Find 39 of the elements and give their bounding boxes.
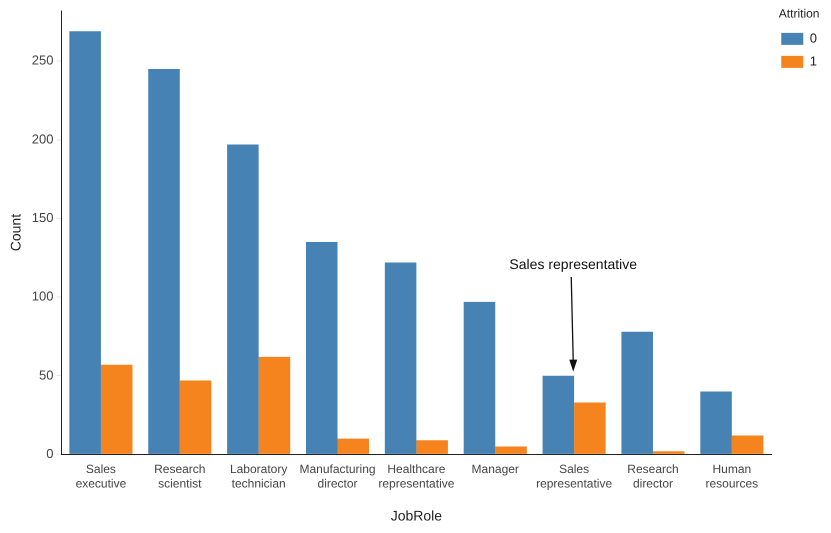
y-tick-label: 250: [32, 52, 54, 68]
bar: [416, 440, 448, 454]
bar: [258, 356, 290, 454]
x-tick-label: Manufacturing director: [299, 462, 376, 490]
bar: [306, 242, 338, 454]
bar: [700, 391, 732, 454]
y-axis-title: Count: [7, 214, 24, 252]
legend-title: Attrition: [778, 6, 820, 20]
x-tick-label: Sales executive: [76, 462, 127, 490]
x-tick-label: Laboratory technician: [230, 462, 288, 490]
bar: [464, 302, 496, 454]
x-tick-label: Research director: [627, 462, 679, 490]
bar: [148, 69, 180, 454]
legend-label: 1: [810, 53, 818, 68]
bar: [652, 451, 685, 454]
bar: [574, 402, 606, 454]
bar: [180, 380, 212, 454]
bar: [227, 144, 259, 454]
bar: [338, 438, 370, 454]
bar: [69, 31, 101, 454]
y-tick-label: 200: [32, 131, 54, 146]
x-tick-label: Human resources: [705, 462, 758, 490]
bar: [100, 364, 132, 454]
y-tick-label: 0: [46, 446, 54, 461]
bar: [542, 376, 574, 454]
y-tick-label: 150: [32, 210, 54, 226]
y-tick-label: 50: [39, 367, 54, 382]
annotation: Sales representative: [509, 256, 638, 272]
legend-label: 0: [810, 30, 818, 46]
bar: [495, 446, 527, 454]
x-tick-label: Healthcare representative: [378, 462, 455, 490]
bar: [384, 262, 416, 454]
x-tick-label: Sales representative: [536, 462, 612, 490]
y-tick-label: 100: [32, 288, 54, 304]
bar: [732, 436, 764, 454]
bar: [621, 332, 653, 454]
x-tick-label: Manager: [472, 462, 519, 476]
x-tick-label: Research scientist: [154, 462, 206, 490]
x-axis-title: JobRole: [390, 507, 442, 524]
